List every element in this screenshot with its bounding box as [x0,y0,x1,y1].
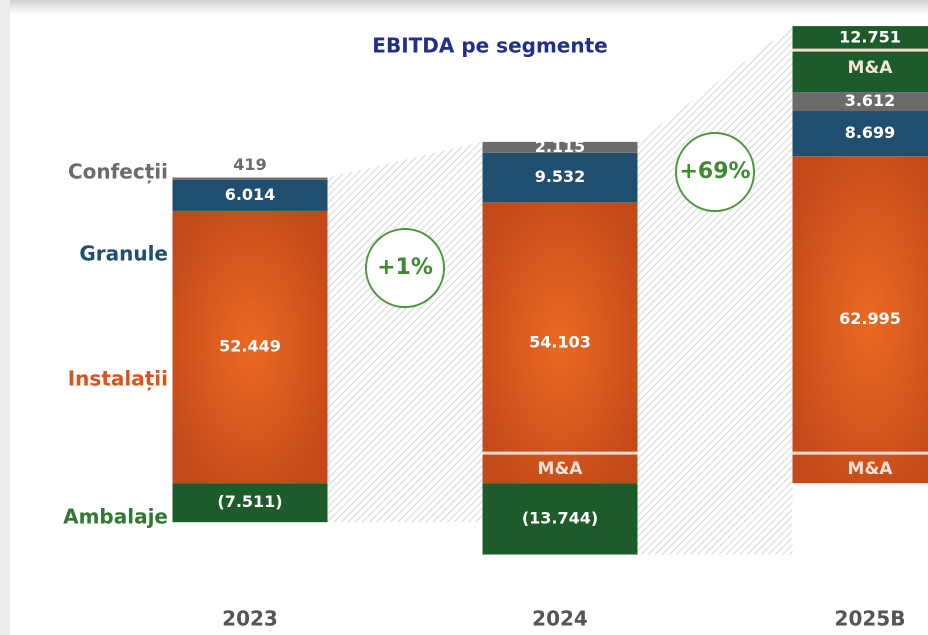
growth-label: +1% [377,255,433,280]
data-label: 419 [233,155,266,174]
frame [0,0,928,14]
bar-segment [482,202,638,484]
data-label: 52.449 [219,337,281,356]
bar-segment [792,92,928,112]
bar-segment [172,483,328,523]
data-label: 3.612 [845,91,896,110]
annotation: M&A [848,58,894,78]
data-label: 2.115 [535,137,586,156]
legend-label: Confecții [68,160,168,184]
bar-segment [792,111,928,157]
bar-segment [172,177,328,180]
bar-segment [172,210,328,484]
data-label: (7.511) [217,492,282,511]
bar-segment [792,26,928,93]
x-tick-label: 2024 [532,607,588,631]
data-label: 8.699 [845,123,896,142]
bar-segment [792,156,928,484]
legend-label: Instalații [68,367,168,391]
bar-segment [482,141,638,153]
bar-segment [482,483,638,555]
growth-circle [365,228,445,308]
data-label: 12.751 [839,28,901,47]
annotation: M&A [538,459,584,479]
chart-title: EBITDA pe segmente [372,34,607,58]
data-label: (13.744) [522,508,598,527]
x-tick-label: 2025B [835,607,906,631]
frame [0,0,10,635]
bar-segment [172,179,328,211]
legend-label: Ambalaje [63,505,168,529]
x-tick-label: 2023 [222,607,278,631]
data-label: 62.995 [839,309,901,328]
data-label: 9.532 [535,167,586,186]
bar-segment [482,152,638,203]
data-label: 6.014 [225,185,276,204]
growth-label: +69% [679,159,750,184]
legend-label: Granule [79,242,168,266]
connector [327,141,483,523]
growth-circle [675,132,755,212]
data-label: 54.103 [529,332,591,351]
annotation: M&A [848,459,894,479]
connector [637,26,793,555]
